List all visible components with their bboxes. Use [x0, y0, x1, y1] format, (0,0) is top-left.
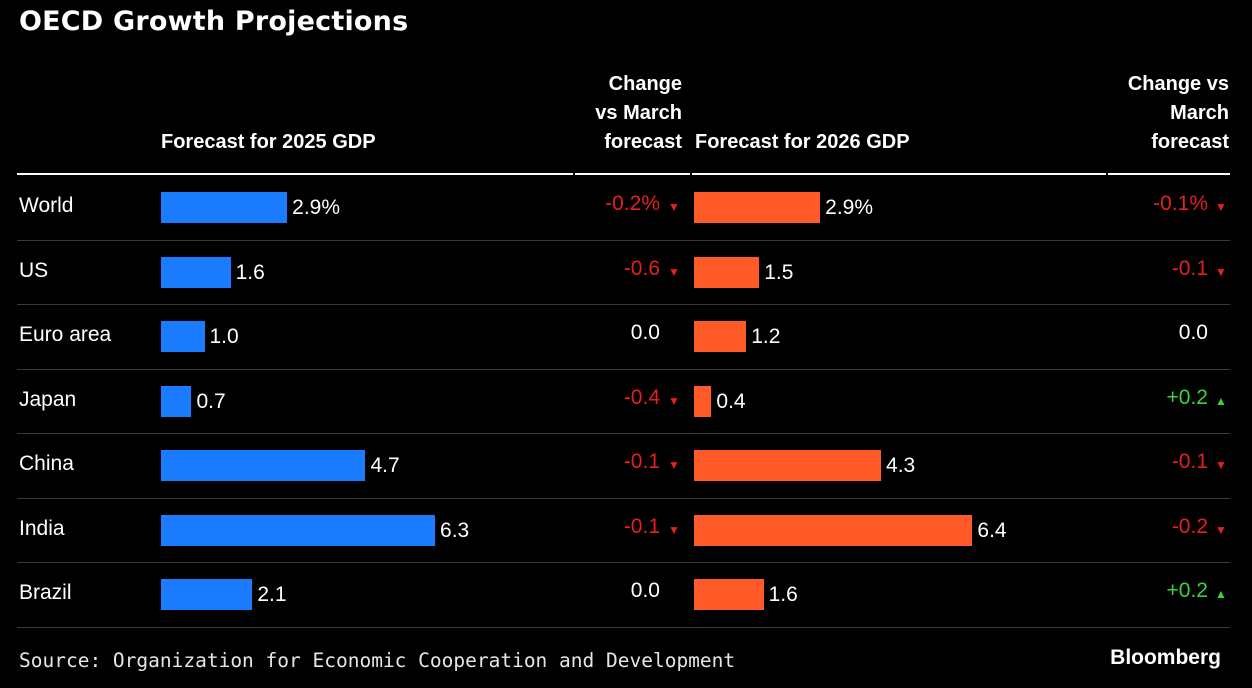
bar-2025	[161, 515, 436, 546]
row-divider	[17, 627, 1230, 628]
value-2025: 1.6	[235, 261, 265, 284]
header-gdp-2025: Forecast for 2025 GDP	[161, 131, 376, 153]
value-2026: 1.6	[768, 583, 798, 606]
bar-2026	[694, 321, 747, 352]
header-change-2025-line-2: vs March	[595, 102, 682, 124]
bar-2025	[161, 321, 205, 352]
chart-title: OECD Growth Projections	[19, 6, 409, 37]
value-2025: 2.1	[257, 583, 287, 606]
change-2025: -0.1	[623, 515, 660, 538]
change-2025: 0.0	[630, 579, 660, 602]
triangle-down-icon: ▼	[1215, 200, 1227, 214]
value-2026: 0.4	[716, 390, 746, 413]
header-change-2026: Change vs March forecast	[1080, 70, 1229, 157]
triangle-down-icon: ▼	[668, 523, 680, 537]
region-label: Japan	[19, 388, 77, 411]
triangle-up-icon: ▲	[1215, 394, 1227, 408]
value-2026: 1.5	[764, 261, 794, 284]
value-2025: 4.7	[370, 454, 400, 477]
header-change-2026-line-3: forecast	[1151, 131, 1229, 153]
value-2025: 6.3	[440, 519, 470, 542]
change-2026: +0.2	[1166, 386, 1208, 409]
region-label: World	[19, 194, 74, 217]
triangle-up-icon: ▲	[1215, 587, 1227, 601]
change-2026: +0.2	[1166, 579, 1208, 602]
value-2025: 1.0	[209, 325, 239, 348]
row-divider	[17, 498, 1230, 499]
bar-2025	[161, 192, 288, 223]
change-2026: -0.1	[1171, 257, 1208, 280]
region-label: India	[19, 517, 65, 540]
bar-2026	[694, 579, 764, 610]
change-2025: 0.0	[630, 321, 660, 344]
value-2026: 2.9%	[825, 196, 874, 219]
value-2026: 1.2	[751, 325, 781, 348]
header-change-2026-line-2: March	[1170, 102, 1229, 124]
bar-2026	[694, 515, 973, 546]
change-2026: 0.0	[1178, 321, 1208, 344]
bar-2025	[161, 579, 253, 610]
header-rule-2026	[692, 173, 1106, 175]
header-rule-change-2025	[575, 173, 690, 175]
change-2026: -0.1	[1171, 450, 1208, 473]
header-change-2025-line-3: forecast	[604, 131, 682, 153]
value-2026: 6.4	[977, 519, 1007, 542]
header-rule-left	[17, 173, 573, 175]
change-2026: -0.2	[1171, 515, 1208, 538]
triangle-down-icon: ▼	[1215, 458, 1227, 472]
value-2025: 0.7	[196, 390, 226, 413]
row-divider	[17, 562, 1230, 563]
bar-2025	[161, 450, 366, 481]
change-2025: -0.4	[623, 386, 660, 409]
region-label: China	[19, 452, 74, 475]
source-note: Source: Organization for Economic Cooper…	[19, 649, 736, 672]
row-divider	[17, 240, 1230, 241]
triangle-down-icon: ▼	[668, 200, 680, 214]
row-divider	[17, 433, 1230, 434]
row-divider	[17, 369, 1230, 370]
region-label: Brazil	[19, 581, 72, 604]
triangle-down-icon: ▼	[668, 394, 680, 408]
bar-2026	[694, 192, 821, 223]
region-label: US	[19, 259, 49, 282]
header-gdp-2026: Forecast for 2026 GDP	[695, 131, 910, 153]
change-2025: -0.2%	[605, 192, 660, 215]
header-change-2026-line-1: Change vs	[1127, 73, 1229, 95]
value-2026: 4.3	[886, 454, 916, 477]
triangle-down-icon: ▼	[1215, 523, 1227, 537]
change-2025: -0.6	[623, 257, 660, 280]
header-rule-change-2026	[1108, 173, 1230, 175]
header-change-2025: Change vs March forecast	[560, 70, 682, 157]
bar-2025	[161, 257, 231, 288]
change-2026: -0.1%	[1153, 192, 1208, 215]
value-2025: 2.9%	[292, 196, 341, 219]
row-divider	[17, 304, 1230, 305]
bar-2025	[161, 386, 192, 417]
region-label: Euro area	[19, 323, 112, 346]
triangle-down-icon: ▼	[668, 265, 680, 279]
header-change-2025-line-1: Change	[608, 73, 682, 95]
bar-2026	[694, 257, 760, 288]
change-2025: -0.1	[623, 450, 660, 473]
bar-2026	[694, 386, 712, 417]
bloomberg-logo: Bloomberg	[1110, 646, 1221, 669]
triangle-down-icon: ▼	[668, 458, 680, 472]
bar-2026	[694, 450, 882, 481]
triangle-down-icon: ▼	[1215, 265, 1227, 279]
